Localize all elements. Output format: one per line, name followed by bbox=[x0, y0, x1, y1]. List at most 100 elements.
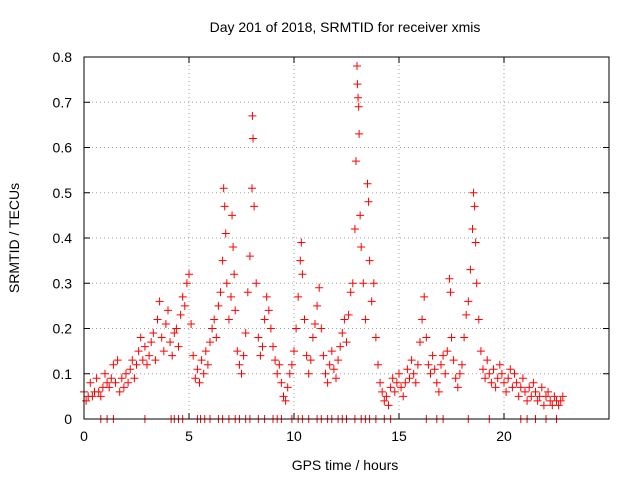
data-point bbox=[195, 378, 204, 387]
data-point bbox=[239, 351, 248, 360]
data-point bbox=[495, 360, 504, 369]
data-point bbox=[361, 315, 370, 324]
data-point bbox=[500, 378, 508, 387]
data-point bbox=[487, 378, 496, 387]
data-point bbox=[189, 351, 198, 360]
data-point bbox=[248, 111, 257, 120]
data-point bbox=[218, 256, 227, 265]
data-point bbox=[143, 360, 151, 369]
data-point bbox=[96, 392, 105, 401]
data-point bbox=[340, 315, 349, 324]
data-point bbox=[356, 211, 365, 220]
data-point bbox=[434, 387, 443, 396]
data-point bbox=[187, 319, 196, 328]
data-point bbox=[395, 369, 403, 378]
data-point bbox=[258, 342, 267, 351]
data-point bbox=[350, 224, 359, 233]
data-point bbox=[140, 342, 149, 351]
data-point bbox=[149, 329, 158, 338]
y-tick-label: 0.4 bbox=[53, 230, 73, 246]
data-point bbox=[455, 369, 464, 378]
axis-ticks: 0 5 10 15 20 0 0.1 0.2 0.3 0.4 0.5 0.6 0.7 0.8 bbox=[53, 49, 609, 444]
data-point bbox=[151, 356, 160, 365]
data-point bbox=[279, 392, 288, 401]
data-point bbox=[321, 369, 330, 378]
data-point bbox=[210, 315, 219, 324]
data-point bbox=[483, 356, 492, 365]
data-point bbox=[539, 401, 548, 410]
data-point bbox=[243, 288, 252, 297]
data-point bbox=[191, 374, 200, 383]
data-point bbox=[342, 338, 351, 347]
data-point bbox=[302, 351, 311, 360]
data-point bbox=[353, 62, 361, 71]
y-axis-label: SRMTID / TECUs bbox=[6, 183, 22, 293]
data-point bbox=[392, 378, 401, 387]
data-point bbox=[491, 383, 500, 392]
data-point bbox=[481, 374, 490, 383]
data-point bbox=[103, 378, 112, 387]
data-point bbox=[180, 301, 189, 310]
y-tick-label: 0 bbox=[64, 411, 72, 427]
y-tick-label: 0.8 bbox=[53, 49, 73, 65]
data-point bbox=[212, 333, 221, 342]
data-point bbox=[101, 369, 109, 378]
data-point bbox=[518, 374, 527, 383]
data-point bbox=[542, 392, 550, 401]
data-point bbox=[401, 378, 410, 387]
data-point bbox=[462, 310, 471, 319]
data-point bbox=[388, 374, 397, 383]
data-point bbox=[119, 383, 128, 392]
data-point bbox=[508, 383, 517, 392]
data-point bbox=[446, 288, 455, 297]
data-point bbox=[105, 383, 114, 392]
data-point bbox=[529, 378, 538, 387]
data-point bbox=[544, 387, 553, 396]
data-point bbox=[235, 360, 244, 369]
data-point bbox=[269, 342, 277, 351]
data-point bbox=[300, 315, 309, 324]
data-point bbox=[319, 351, 328, 360]
data-point bbox=[485, 369, 494, 378]
data-point bbox=[287, 360, 296, 369]
data-point bbox=[228, 211, 237, 220]
data-point bbox=[315, 283, 324, 292]
data-point bbox=[437, 360, 445, 369]
data-point bbox=[354, 102, 363, 111]
data-point bbox=[365, 256, 374, 265]
data-point bbox=[357, 243, 366, 252]
data-point bbox=[214, 301, 223, 310]
data-point bbox=[460, 333, 469, 342]
data-point bbox=[283, 383, 292, 392]
data-point bbox=[147, 338, 156, 347]
data-point bbox=[441, 369, 450, 378]
data-point bbox=[256, 351, 265, 360]
data-point bbox=[155, 297, 164, 306]
data-point bbox=[306, 356, 315, 365]
x-tick-label: 15 bbox=[391, 428, 407, 444]
data-point bbox=[338, 329, 347, 338]
data-point bbox=[193, 365, 202, 374]
data-point bbox=[117, 374, 126, 383]
data-point bbox=[113, 356, 122, 365]
data-point bbox=[422, 333, 431, 342]
data-point bbox=[237, 369, 246, 378]
data-point bbox=[363, 179, 372, 188]
data-point bbox=[413, 360, 422, 369]
data-point bbox=[296, 256, 305, 265]
data-point bbox=[525, 383, 534, 392]
data-point bbox=[134, 347, 143, 356]
data-point bbox=[409, 369, 418, 378]
data-point bbox=[420, 292, 429, 301]
data-point bbox=[266, 324, 275, 333]
data-point bbox=[348, 279, 357, 288]
data-point bbox=[390, 387, 399, 396]
data-point bbox=[364, 197, 373, 206]
data-point bbox=[176, 310, 185, 319]
x-tick-label: 20 bbox=[496, 428, 512, 444]
data-point bbox=[359, 279, 368, 288]
data-point bbox=[290, 347, 298, 356]
data-point bbox=[445, 274, 454, 283]
data-point bbox=[216, 288, 225, 297]
